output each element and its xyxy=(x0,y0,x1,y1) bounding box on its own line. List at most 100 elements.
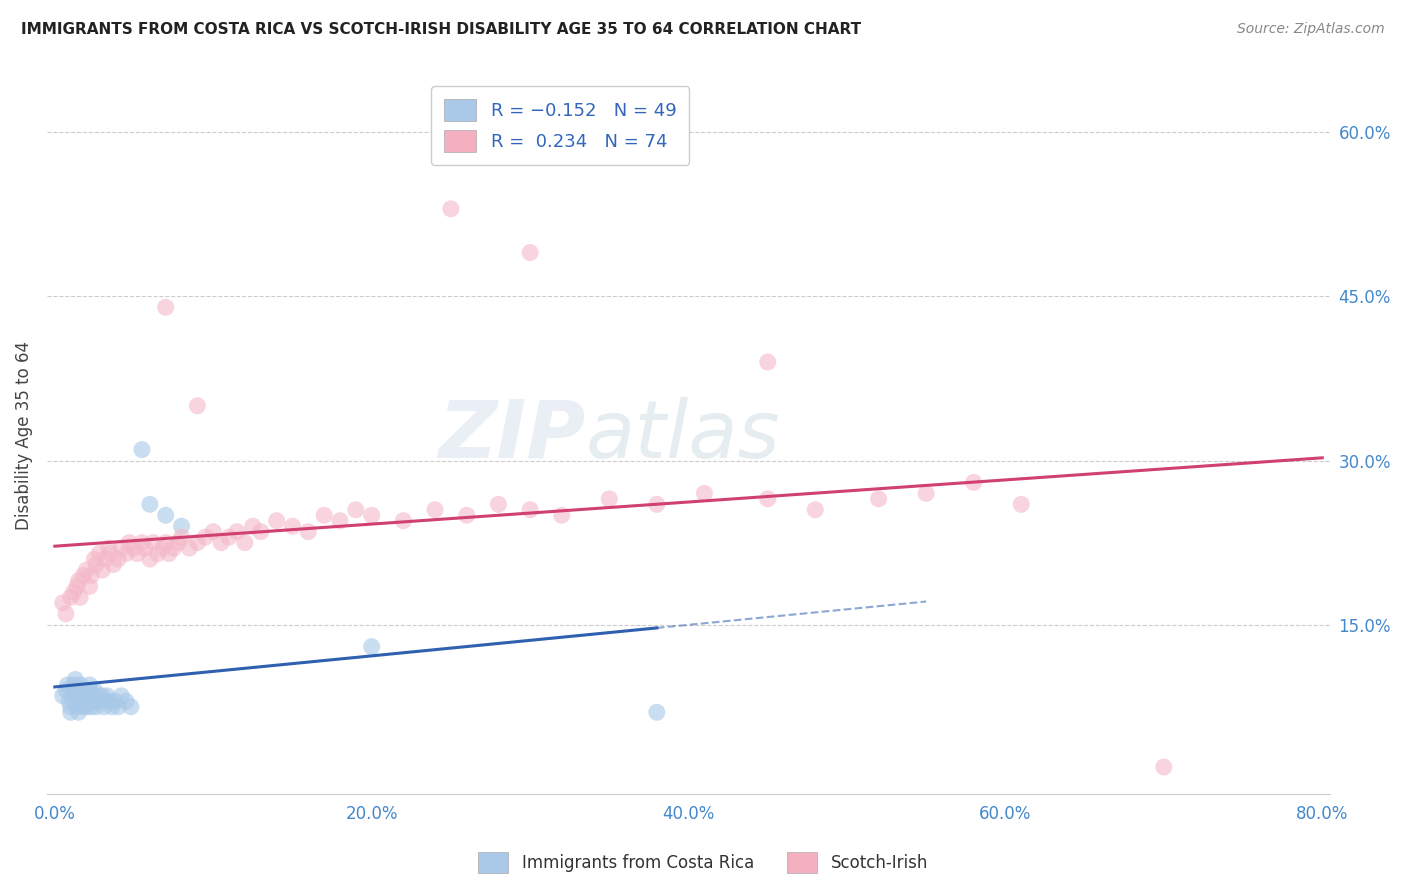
Point xyxy=(107,552,129,566)
Point xyxy=(162,541,184,555)
Point xyxy=(155,508,177,523)
Point xyxy=(63,678,86,692)
Point xyxy=(63,683,86,698)
Point xyxy=(73,683,96,698)
Point xyxy=(59,699,82,714)
Point xyxy=(142,535,165,549)
Point xyxy=(186,535,208,549)
Point xyxy=(91,689,114,703)
Point xyxy=(79,683,101,698)
Point xyxy=(110,689,132,703)
Point xyxy=(242,519,264,533)
Point xyxy=(756,355,779,369)
Point xyxy=(67,689,90,703)
Point xyxy=(69,678,91,692)
Point xyxy=(66,699,89,714)
Point xyxy=(134,541,156,555)
Point xyxy=(76,694,98,708)
Point xyxy=(155,535,177,549)
Point xyxy=(60,689,83,703)
Point xyxy=(93,699,115,714)
Point xyxy=(1153,760,1175,774)
Point xyxy=(83,689,105,703)
Point xyxy=(423,503,446,517)
Point xyxy=(202,524,225,539)
Point xyxy=(65,673,87,687)
Point xyxy=(98,694,121,708)
Point xyxy=(645,706,668,720)
Point xyxy=(194,530,217,544)
Point xyxy=(360,640,382,654)
Point xyxy=(131,442,153,457)
Point xyxy=(266,514,288,528)
Point xyxy=(79,579,101,593)
Point xyxy=(756,491,779,506)
Point xyxy=(360,508,382,523)
Point xyxy=(52,689,75,703)
Point xyxy=(131,535,153,549)
Point xyxy=(645,497,668,511)
Point xyxy=(226,524,249,539)
Point xyxy=(79,678,101,692)
Point xyxy=(963,475,986,490)
Y-axis label: Disability Age 35 to 64: Disability Age 35 to 64 xyxy=(15,342,32,531)
Point xyxy=(84,699,107,714)
Point xyxy=(98,547,121,561)
Point xyxy=(55,683,77,698)
Point xyxy=(519,503,541,517)
Point xyxy=(329,514,352,528)
Text: IMMIGRANTS FROM COSTA RICA VS SCOTCH-IRISH DISABILITY AGE 35 TO 64 CORRELATION C: IMMIGRANTS FROM COSTA RICA VS SCOTCH-IRI… xyxy=(21,22,862,37)
Point xyxy=(86,694,108,708)
Point xyxy=(179,541,201,555)
Point xyxy=(89,689,111,703)
Point xyxy=(118,535,141,549)
Point xyxy=(58,694,80,708)
Point xyxy=(868,491,890,506)
Point xyxy=(281,519,304,533)
Point xyxy=(97,541,120,555)
Point xyxy=(170,530,193,544)
Point xyxy=(91,563,114,577)
Point xyxy=(122,541,145,555)
Point xyxy=(89,547,111,561)
Point xyxy=(80,568,103,582)
Point xyxy=(66,694,89,708)
Point xyxy=(59,591,82,605)
Point xyxy=(127,547,149,561)
Point xyxy=(440,202,463,216)
Point xyxy=(209,535,232,549)
Point xyxy=(297,524,319,539)
Point xyxy=(72,699,94,714)
Point xyxy=(94,552,117,566)
Point xyxy=(344,503,367,517)
Point xyxy=(76,563,98,577)
Point xyxy=(167,535,190,549)
Point xyxy=(249,524,271,539)
Point xyxy=(67,706,90,720)
Point xyxy=(69,683,91,698)
Point xyxy=(218,530,240,544)
Point xyxy=(157,547,180,561)
Point xyxy=(456,508,478,523)
Point xyxy=(598,491,620,506)
Point xyxy=(186,399,208,413)
Point xyxy=(70,694,93,708)
Point xyxy=(551,508,574,523)
Point xyxy=(110,541,132,555)
Point xyxy=(1010,497,1032,511)
Text: atlas: atlas xyxy=(586,397,780,475)
Point xyxy=(170,519,193,533)
Text: Source: ZipAtlas.com: Source: ZipAtlas.com xyxy=(1237,22,1385,37)
Point xyxy=(139,552,162,566)
Point xyxy=(139,497,162,511)
Point xyxy=(83,552,105,566)
Point xyxy=(67,574,90,588)
Point xyxy=(314,508,336,523)
Point xyxy=(94,694,117,708)
Point xyxy=(84,558,107,572)
Point xyxy=(66,579,89,593)
Point xyxy=(63,585,86,599)
Point xyxy=(486,497,509,511)
Point xyxy=(59,706,82,720)
Point xyxy=(152,541,174,555)
